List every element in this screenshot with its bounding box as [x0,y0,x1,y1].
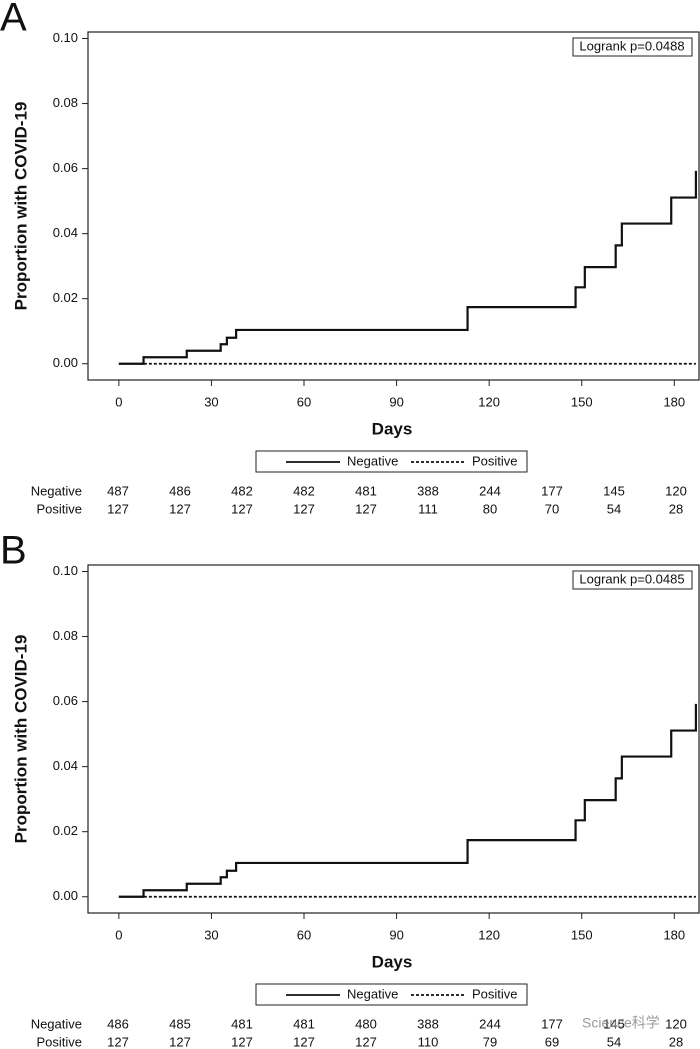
x-tick-label: 90 [389,927,403,942]
plot-frame [87,31,700,381]
risk-count: 481 [355,483,377,498]
risk-count: 486 [169,483,191,498]
y-tick-label: 0.00 [53,355,78,370]
risk-count: 28 [669,1034,683,1049]
y-tick-label: 0.04 [53,758,78,773]
risk-count: 388 [417,483,439,498]
risk-count: 127 [355,1034,377,1049]
risk-row-label: Negative [31,1016,82,1031]
x-tick-label: 180 [663,927,685,942]
x-axis-title: Days [372,419,413,438]
risk-count: 486 [107,1016,129,1031]
risk-count: 127 [293,501,315,516]
x-axis-title: Days [372,952,413,971]
y-tick-label: 0.10 [53,30,78,45]
y-axis-title: Proportion with COVID-19 [11,635,30,844]
risk-count: 120 [665,483,687,498]
risk-count: 54 [607,501,621,516]
risk-count: 487 [107,483,129,498]
y-tick-label: 0.08 [53,628,78,643]
y-tick-label: 0.10 [53,563,78,578]
y-tick-label: 0.02 [53,290,78,305]
risk-row-label: Negative [31,483,82,498]
risk-count: 481 [231,1016,253,1031]
risk-count: 111 [418,501,438,516]
x-tick-label: 0 [115,394,122,409]
y-axis-title: Proportion with COVID-19 [11,102,30,311]
watermark: Science科学 [582,1015,660,1031]
risk-count: 127 [231,501,253,516]
risk-count: 145 [603,1016,625,1031]
legend-label: Negative [347,986,398,1001]
risk-count: 127 [169,501,191,516]
survival-curve [118,170,698,365]
risk-count: 177 [541,483,563,498]
x-tick-label: 180 [663,394,685,409]
legend-box [255,983,528,1006]
risk-count: 127 [355,501,377,516]
legend-label: Positive [472,986,518,1001]
x-tick-label: 150 [571,394,593,409]
risk-count: 127 [169,1034,191,1049]
risk-count: 28 [669,501,683,516]
risk-row-label: Positive [36,1034,82,1049]
x-tick-label: 0 [115,927,122,942]
annotation-box [572,37,693,57]
risk-count: 79 [483,1034,497,1049]
risk-count: 127 [231,1034,253,1049]
risk-count: 244 [479,483,501,498]
panel-label: B [0,529,27,573]
annotation: Logrank p=0.0488 [579,38,684,53]
risk-count: 177 [541,1016,563,1031]
risk-count: 388 [417,1016,439,1031]
y-tick-label: 0.06 [53,693,78,708]
annotation: Logrank p=0.0485 [579,571,684,586]
risk-row-label: Positive [36,501,82,516]
risk-count: 485 [169,1016,191,1031]
risk-count: 70 [545,501,559,516]
risk-count: 480 [355,1016,377,1031]
risk-count: 482 [231,483,253,498]
x-tick-label: 150 [571,927,593,942]
risk-count: 244 [479,1016,501,1031]
legend-label: Positive [472,453,518,468]
plot-frame [87,564,700,914]
risk-count: 69 [545,1034,559,1049]
y-tick-label: 0.06 [53,160,78,175]
risk-count: 120 [665,1016,687,1031]
panel-label: A [0,0,27,40]
survival-curve [118,703,698,898]
risk-count: 80 [483,501,497,516]
risk-count: 481 [293,1016,315,1031]
risk-count: 110 [418,1034,439,1049]
risk-count: 482 [293,483,315,498]
legend-box [255,450,528,473]
x-tick-label: 120 [478,394,500,409]
risk-count: 127 [293,1034,315,1049]
risk-count: 54 [607,1034,621,1049]
y-tick-label: 0.04 [53,225,78,240]
x-tick-label: 120 [478,927,500,942]
x-tick-label: 60 [297,394,311,409]
risk-count: 145 [603,483,625,498]
x-tick-label: 30 [204,394,218,409]
x-tick-label: 60 [297,927,311,942]
risk-count: 127 [107,1034,129,1049]
x-tick-label: 90 [389,394,403,409]
y-tick-label: 0.02 [53,823,78,838]
annotation-box [572,570,693,590]
y-tick-label: 0.08 [53,95,78,110]
x-tick-label: 30 [204,927,218,942]
risk-count: 127 [107,501,129,516]
legend-label: Negative [347,453,398,468]
y-tick-label: 0.00 [53,888,78,903]
